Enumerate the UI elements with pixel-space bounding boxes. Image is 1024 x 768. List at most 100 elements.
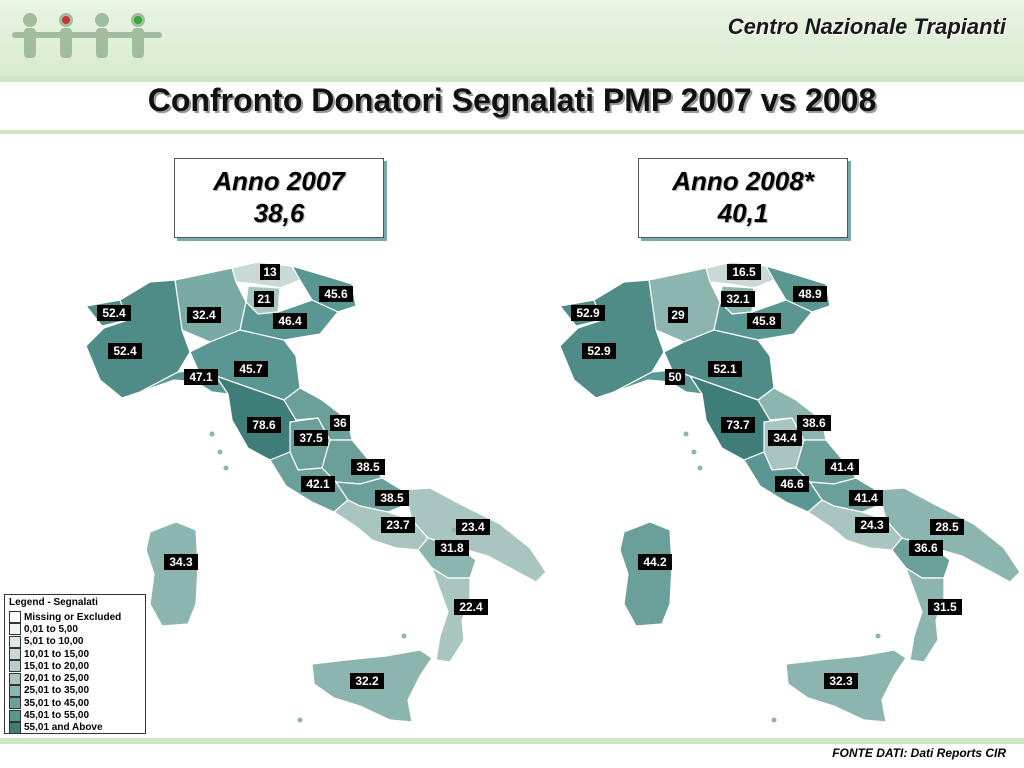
svg-text:73.7: 73.7 bbox=[726, 418, 750, 432]
data-source: FONTE DATI: Dati Reports CIR bbox=[832, 746, 1006, 760]
island bbox=[771, 717, 777, 723]
title-divider bbox=[0, 130, 1024, 134]
legend-item: 45,01 to 55,00 bbox=[9, 709, 141, 722]
legend-label: 35,01 to 45,00 bbox=[24, 697, 90, 709]
svg-text:38.5: 38.5 bbox=[356, 460, 380, 474]
region-value-label: 34.4 bbox=[768, 430, 802, 446]
legend-swatch bbox=[9, 648, 21, 661]
svg-text:36: 36 bbox=[333, 416, 347, 430]
region-value-label: 52.9 bbox=[582, 343, 616, 359]
legend-item: 5,01 to 10,00 bbox=[9, 635, 141, 648]
region-value-label: 36.6 bbox=[909, 540, 943, 556]
region-value-label: 38.6 bbox=[797, 415, 831, 431]
legend-label: 0,01 to 5,00 bbox=[24, 623, 78, 635]
svg-text:32.1: 32.1 bbox=[726, 292, 750, 306]
svg-text:52.1: 52.1 bbox=[713, 362, 737, 376]
svg-text:31.5: 31.5 bbox=[933, 600, 957, 614]
legend-swatch bbox=[9, 660, 21, 673]
svg-text:41.4: 41.4 bbox=[854, 491, 878, 505]
svg-text:23.4: 23.4 bbox=[461, 520, 485, 534]
region-value-label: 21 bbox=[254, 291, 274, 307]
header-divider bbox=[0, 76, 1024, 82]
region-value-label: 78.6 bbox=[247, 417, 281, 433]
region-value-label: 52.9 bbox=[571, 305, 605, 321]
svg-text:52.4: 52.4 bbox=[102, 306, 126, 320]
legend-title: Legend - Segnalati bbox=[9, 597, 98, 608]
legend-item: 55,01 and Above bbox=[9, 721, 141, 734]
svg-text:50: 50 bbox=[668, 370, 682, 384]
region-value-label: 52.4 bbox=[97, 305, 131, 321]
svg-text:32.3: 32.3 bbox=[829, 674, 853, 688]
region-value-label: 44.2 bbox=[638, 554, 672, 570]
legend-item: 20,01 to 25,00 bbox=[9, 672, 141, 685]
page-title: Confronto Donatori Segnalati PMP 2007 vs… bbox=[147, 82, 877, 118]
island bbox=[223, 465, 229, 471]
legend-label: 5,01 to 10,00 bbox=[24, 636, 84, 648]
svg-text:16.5: 16.5 bbox=[732, 265, 756, 279]
svg-text:34.4: 34.4 bbox=[773, 431, 797, 445]
legend: Legend - Segnalati Missing or Excluded 0,… bbox=[4, 594, 146, 734]
region-value-label: 38.5 bbox=[351, 459, 385, 475]
region-lombardia bbox=[648, 267, 721, 343]
svg-text:41.4: 41.4 bbox=[830, 460, 854, 474]
svg-text:21: 21 bbox=[257, 292, 271, 306]
legend-swatch bbox=[9, 635, 21, 648]
legend-item: 15,01 to 20,00 bbox=[9, 660, 141, 673]
legend-swatch bbox=[9, 684, 21, 697]
svg-text:34.3: 34.3 bbox=[169, 555, 193, 569]
footer-divider bbox=[0, 738, 1024, 744]
svg-text:29: 29 bbox=[671, 308, 685, 322]
svg-text:46.4: 46.4 bbox=[278, 314, 302, 328]
svg-text:38.5: 38.5 bbox=[380, 491, 404, 505]
legend-item: 10,01 to 15,00 bbox=[9, 648, 141, 661]
svg-text:37.5: 37.5 bbox=[299, 431, 323, 445]
region-value-label: 32.2 bbox=[350, 673, 384, 689]
region-value-label: 24.3 bbox=[855, 517, 889, 533]
region-value-label: 28.5 bbox=[930, 519, 964, 535]
island bbox=[401, 633, 407, 639]
svg-text:78.6: 78.6 bbox=[252, 418, 276, 432]
legend-label: 10,01 to 15,00 bbox=[24, 648, 90, 660]
region-calabria bbox=[904, 566, 945, 663]
year-label: Anno 2008* bbox=[672, 166, 814, 196]
year-box-2008: Anno 2008* 40,1 bbox=[638, 158, 848, 238]
region-value-label: 32.3 bbox=[824, 673, 858, 689]
region-lombardia bbox=[174, 267, 247, 343]
region-value-label: 32.1 bbox=[721, 291, 755, 307]
svg-text:44.2: 44.2 bbox=[643, 555, 667, 569]
svg-text:32.2: 32.2 bbox=[355, 674, 379, 688]
svg-text:45.8: 45.8 bbox=[752, 314, 776, 328]
region-sardegna bbox=[619, 521, 673, 627]
region-value-label: 29 bbox=[668, 307, 688, 323]
island bbox=[209, 431, 215, 437]
svg-text:45.6: 45.6 bbox=[324, 287, 348, 301]
region-value-label: 42.1 bbox=[301, 476, 335, 492]
year-value: 40,1 bbox=[717, 198, 769, 228]
island bbox=[451, 527, 457, 533]
region-value-label: 23.7 bbox=[381, 517, 415, 533]
region-value-label: 46.6 bbox=[775, 476, 809, 492]
legend-item: 35,01 to 45,00 bbox=[9, 697, 141, 710]
year-box-2007: Anno 2007 38,6 bbox=[174, 158, 384, 238]
svg-text:46.6: 46.6 bbox=[780, 477, 804, 491]
legend-swatch bbox=[9, 672, 21, 685]
region-value-label: 16.5 bbox=[727, 264, 761, 280]
svg-text:45.7: 45.7 bbox=[239, 362, 263, 376]
legend-item: Missing or Excluded bbox=[9, 611, 141, 624]
region-value-label: 73.7 bbox=[721, 417, 755, 433]
region-value-label: 22.4 bbox=[454, 599, 488, 615]
svg-text:24.3: 24.3 bbox=[860, 518, 884, 532]
people-logo-icon bbox=[12, 13, 162, 58]
svg-text:38.6: 38.6 bbox=[802, 416, 826, 430]
year-label: Anno 2007 bbox=[213, 166, 345, 196]
region-value-label: 48.9 bbox=[793, 286, 827, 302]
island bbox=[697, 465, 703, 471]
map-2007: 13 21 45.6 52.4 32.4 46.4 52.4 45.7 47.1 78.6 37.5… bbox=[84, 261, 547, 723]
region-value-label: 37.5 bbox=[294, 430, 328, 446]
region-value-label: 45.6 bbox=[319, 286, 353, 302]
island bbox=[925, 527, 931, 533]
legend-label: Missing or Excluded bbox=[24, 611, 122, 623]
region-value-label: 41.4 bbox=[849, 490, 883, 506]
region-value-label: 41.4 bbox=[825, 459, 859, 475]
svg-text:36.6: 36.6 bbox=[914, 541, 938, 555]
